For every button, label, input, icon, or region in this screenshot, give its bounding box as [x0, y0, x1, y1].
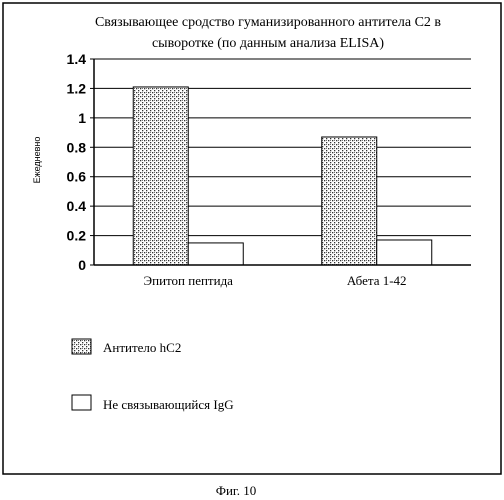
legend-label-hc2: Антитело hC2 — [103, 340, 181, 355]
y-tick-label: 1.4 — [67, 51, 87, 67]
bar-igg-0 — [188, 243, 243, 265]
y-tick-label: 0.4 — [67, 198, 87, 214]
y-tick-label: 1 — [78, 110, 86, 126]
figure-caption: Фиг. 10 — [216, 483, 257, 498]
y-tick-labels: 0 0.2 0.4 0.6 0.8 1 1.2 1.4 — [67, 51, 87, 273]
category-label: Эпитоп пептида — [144, 273, 234, 288]
category-label: Абета 1-42 — [347, 273, 407, 288]
y-tick-label: 0.8 — [67, 139, 87, 155]
chart-title-line1: Связывающее сродство гуманизированного а… — [95, 15, 441, 30]
bars — [133, 87, 432, 265]
y-tick-label: 0 — [78, 257, 86, 273]
category-labels: Эпитоп пептида Абета 1-42 — [144, 273, 407, 288]
bar-hc2-0 — [133, 87, 188, 265]
bar-hc2-1 — [322, 137, 377, 265]
y-tick-label: 0.2 — [67, 228, 87, 244]
bar-igg-1 — [377, 240, 432, 265]
legend-label-igg: Не связывающийся IgG — [103, 397, 234, 412]
y-tick-label: 1.2 — [67, 80, 87, 96]
y-axis-label: Ежедневно — [32, 137, 42, 184]
legend-swatch-igg — [72, 395, 91, 410]
chart-title-line2: сыворотке (по данным анализа ELISA) — [152, 36, 384, 51]
legend-swatch-hc2 — [72, 339, 91, 354]
legend: Антитело hC2 Не связывающийся IgG — [72, 339, 234, 412]
y-tick-label: 0.6 — [67, 169, 87, 185]
